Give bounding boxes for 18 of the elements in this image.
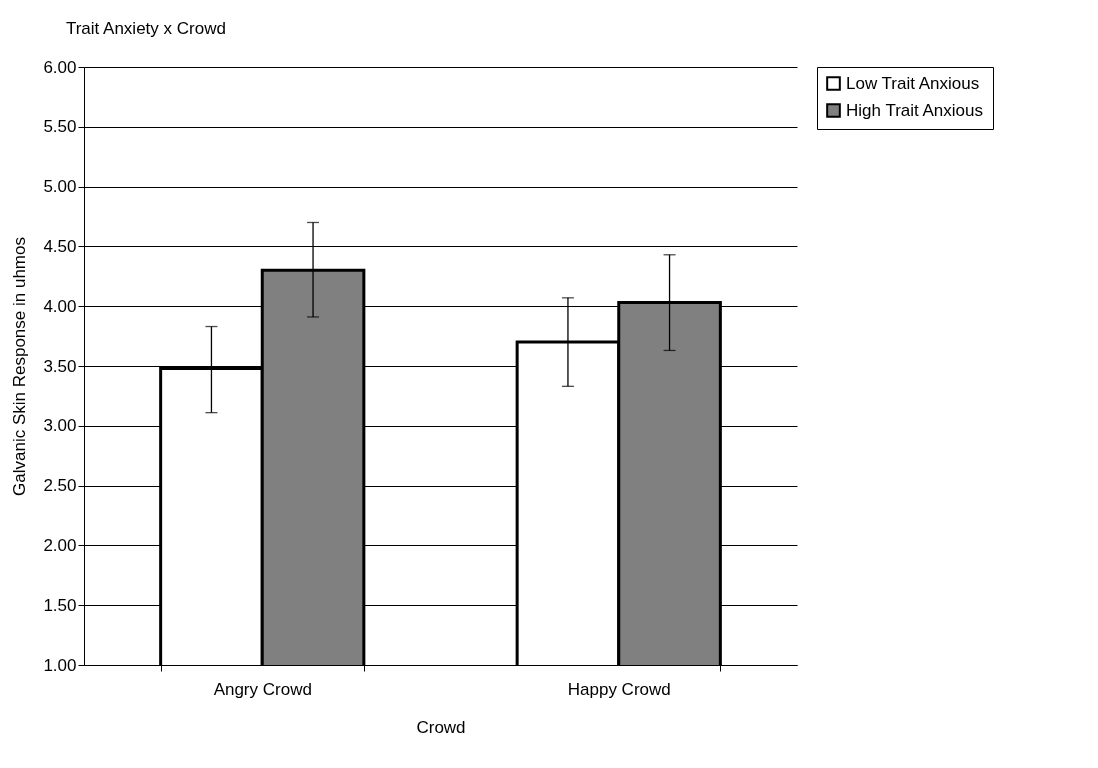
y-tick-label: 6.00 [43,57,77,77]
y-tick-label: 1.00 [43,655,77,675]
y-tick-label: 3.00 [43,416,77,436]
y-tick-label: 2.50 [43,476,77,496]
y-tick-label: 3.50 [43,356,77,376]
y-tick-label: 5.00 [43,177,77,197]
legend-label: Low Trait Anxious [846,73,980,93]
y-tick-label: 4.50 [43,236,77,256]
y-axis-title: Galvanic Skin Response in uhmos [10,237,30,496]
y-tick-label: 2.00 [43,535,77,555]
y-tick-label: 1.50 [43,595,77,615]
y-tick-label: 4.00 [43,296,77,316]
x-tick-label: Happy Crowd [567,679,671,699]
legend-label: High Trait Anxious [846,100,984,120]
x-axis-title: Crowd [416,717,466,737]
chart-title: Trait Anxiety x Crowd [65,19,226,38]
x-tick-label: Angry Crowd [213,679,312,699]
y-tick-label: 5.50 [43,117,77,137]
